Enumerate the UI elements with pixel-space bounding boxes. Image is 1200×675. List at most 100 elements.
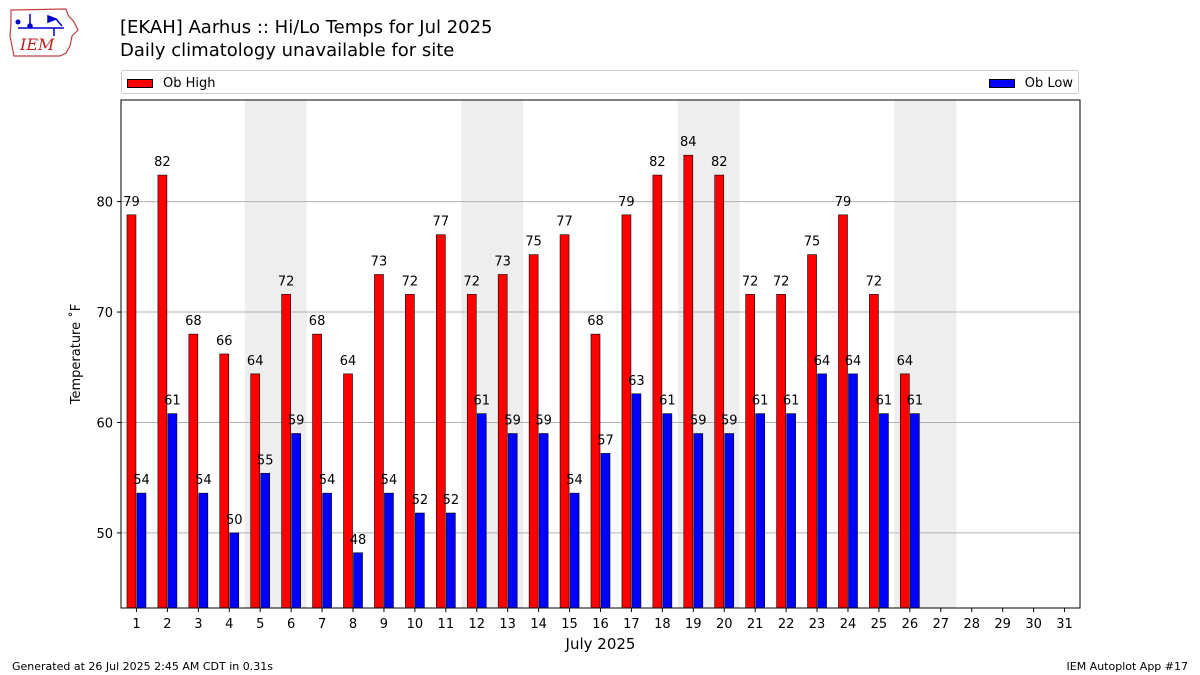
data-label-ob-high-day-12: 72 bbox=[463, 274, 480, 289]
bar-ob-high-day-6 bbox=[281, 294, 291, 609]
data-label-ob-low-day-22: 61 bbox=[783, 394, 800, 409]
bar-ob-low-day-22 bbox=[786, 413, 796, 609]
x-axis-label: July 2025 bbox=[565, 635, 636, 653]
bar-ob-low-day-13 bbox=[507, 433, 518, 609]
bar-ob-low-day-5 bbox=[260, 472, 271, 609]
x-tick-label-14: 14 bbox=[530, 617, 547, 632]
bar-ob-high-day-25 bbox=[869, 294, 879, 609]
data-label-ob-high-day-17: 79 bbox=[618, 195, 635, 210]
data-label-ob-low-day-10: 52 bbox=[412, 493, 429, 508]
data-label-ob-high-day-24: 79 bbox=[835, 195, 852, 210]
bar-ob-high-day-1 bbox=[126, 214, 137, 609]
bar-ob-low-day-19 bbox=[693, 433, 704, 609]
data-label-ob-high-day-25: 72 bbox=[866, 274, 883, 289]
data-label-ob-low-day-11: 52 bbox=[443, 493, 460, 508]
x-tick-label-27: 27 bbox=[933, 617, 950, 632]
bar-ob-high-day-18 bbox=[652, 174, 663, 609]
plot-frame bbox=[120, 99, 1081, 609]
iowa-outline-icon bbox=[9, 8, 79, 57]
data-label-ob-high-day-3: 68 bbox=[185, 314, 202, 329]
data-label-ob-high-day-11: 77 bbox=[433, 215, 450, 230]
data-label-ob-high-day-26: 64 bbox=[897, 354, 914, 369]
x-tick-label-8: 8 bbox=[349, 617, 357, 632]
logo-text: IEM bbox=[19, 35, 55, 54]
y-tick-label-60: 60 bbox=[96, 416, 113, 431]
legend-item-ob-low: Ob Low bbox=[988, 75, 1073, 91]
x-tick-label-21: 21 bbox=[747, 617, 764, 632]
data-label-ob-high-day-22: 72 bbox=[773, 274, 790, 289]
bar-ob-low-day-10 bbox=[415, 512, 425, 609]
bar-ob-high-day-3 bbox=[188, 333, 199, 609]
x-tick-label-6: 6 bbox=[287, 617, 295, 632]
data-label-ob-low-day-23: 64 bbox=[814, 354, 831, 369]
app-note: IEM Autoplot App #17 bbox=[1066, 660, 1189, 673]
data-label-ob-low-day-7: 54 bbox=[319, 473, 336, 488]
data-label-ob-high-day-4: 66 bbox=[216, 334, 233, 349]
x-tick-label-12: 12 bbox=[468, 617, 485, 632]
legend-item-ob-high: Ob High bbox=[127, 75, 216, 91]
data-label-ob-low-day-9: 54 bbox=[381, 473, 398, 488]
bar-ob-low-day-15 bbox=[569, 492, 580, 609]
bar-ob-high-day-19 bbox=[683, 154, 694, 609]
data-label-ob-low-day-21: 61 bbox=[752, 394, 769, 409]
y-tick-label-80: 80 bbox=[96, 196, 113, 211]
data-label-ob-low-day-1: 54 bbox=[133, 473, 150, 488]
bar-ob-high-day-2 bbox=[157, 174, 168, 609]
data-label-ob-high-day-1: 79 bbox=[123, 195, 140, 210]
x-tick-label-17: 17 bbox=[623, 617, 640, 632]
data-label-ob-low-day-18: 61 bbox=[659, 394, 676, 409]
data-label-ob-high-day-13: 73 bbox=[494, 254, 511, 269]
legend-swatch-ob-low bbox=[988, 78, 1015, 88]
x-tick-label-7: 7 bbox=[318, 617, 326, 632]
bar-ob-low-day-4 bbox=[229, 532, 240, 609]
weekend-shade-day-5 bbox=[244, 100, 276, 608]
data-label-ob-high-day-5: 64 bbox=[247, 354, 264, 369]
x-tick-label-5: 5 bbox=[256, 617, 264, 632]
data-label-ob-low-day-15: 54 bbox=[566, 473, 583, 488]
data-label-ob-high-day-8: 64 bbox=[340, 354, 357, 369]
bar-ob-high-day-14 bbox=[528, 254, 539, 609]
data-label-ob-low-day-19: 59 bbox=[690, 414, 707, 429]
data-label-ob-low-day-6: 59 bbox=[288, 414, 305, 429]
bar-ob-high-day-24 bbox=[838, 214, 848, 609]
weekend-shade-day-20 bbox=[708, 100, 740, 608]
chart-subtitle: Daily climatology unavailable for site bbox=[120, 40, 455, 61]
x-tick-label-10: 10 bbox=[407, 617, 424, 632]
weekend-shade-day-12 bbox=[461, 100, 493, 608]
data-label-ob-high-day-14: 75 bbox=[525, 235, 542, 250]
data-label-ob-high-day-6: 72 bbox=[278, 274, 295, 289]
generated-note: Generated at 26 Jul 2025 2:45 AM CDT in … bbox=[12, 660, 273, 673]
data-label-ob-high-day-10: 72 bbox=[402, 274, 419, 289]
weekend-shade-day-26 bbox=[894, 100, 926, 608]
data-label-ob-low-day-16: 57 bbox=[597, 433, 614, 448]
x-tick-label-3: 3 bbox=[194, 617, 202, 632]
bar-ob-low-day-2 bbox=[167, 413, 178, 609]
data-label-ob-low-day-20: 59 bbox=[721, 414, 738, 429]
bar-ob-low-day-23 bbox=[817, 373, 827, 609]
bar-ob-high-day-26 bbox=[900, 373, 910, 609]
x-tick-label-18: 18 bbox=[654, 617, 671, 632]
x-tick-label-9: 9 bbox=[380, 617, 388, 632]
x-tick-label-31: 31 bbox=[1056, 617, 1073, 632]
x-tick-label-20: 20 bbox=[716, 617, 733, 632]
bar-ob-low-day-9 bbox=[384, 492, 394, 609]
data-label-ob-low-day-2: 61 bbox=[164, 394, 181, 409]
bar-ob-low-day-3 bbox=[198, 492, 209, 609]
bar-ob-high-day-21 bbox=[745, 294, 755, 609]
bar-ob-low-day-14 bbox=[538, 433, 549, 609]
bar-ob-high-day-8 bbox=[343, 373, 353, 609]
bar-ob-high-day-12 bbox=[466, 294, 477, 609]
weather-station-icon bbox=[15, 14, 64, 36]
x-tick-label-11: 11 bbox=[438, 617, 455, 632]
bar-ob-low-day-17 bbox=[631, 393, 642, 609]
bar-ob-high-day-9 bbox=[374, 274, 384, 609]
bar-ob-high-day-7 bbox=[312, 333, 322, 609]
data-label-ob-low-day-24: 64 bbox=[845, 354, 862, 369]
data-label-ob-low-day-4: 50 bbox=[226, 513, 243, 528]
bar-ob-low-day-24 bbox=[848, 373, 858, 609]
data-label-ob-high-day-16: 68 bbox=[587, 314, 604, 329]
data-label-ob-low-day-12: 61 bbox=[473, 394, 490, 409]
bar-ob-low-day-26 bbox=[910, 413, 920, 609]
legend: Ob High Ob Low bbox=[121, 70, 1079, 94]
bar-ob-high-day-4 bbox=[219, 353, 230, 609]
